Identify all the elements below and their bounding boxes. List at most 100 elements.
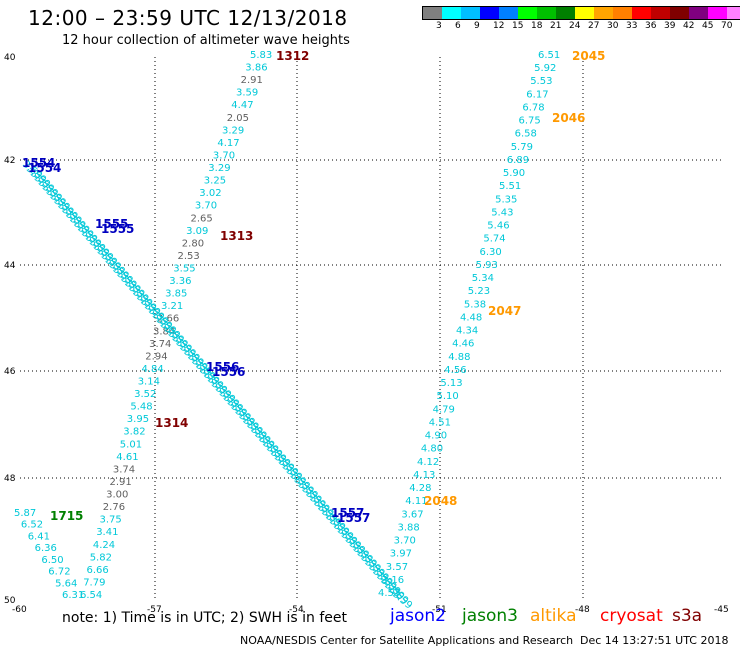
swh-value: 2.53	[178, 251, 200, 262]
track-number-label: 1313	[220, 229, 253, 243]
swh-value: 3.74	[149, 339, 171, 350]
scale-label: 45	[702, 21, 714, 31]
swh-value: 6.31	[62, 590, 84, 601]
swh-value: 3.52	[134, 389, 156, 400]
scale-swatch	[480, 7, 499, 19]
scale-swatch	[442, 7, 461, 19]
latitude-label: 44	[4, 261, 16, 271]
longitude-label: -51	[432, 605, 447, 615]
swh-value: 4.88	[448, 352, 470, 363]
swh-value: 4.11	[405, 496, 427, 507]
swh-value: 4.56	[444, 365, 466, 376]
swh-value: 3.59	[236, 88, 258, 99]
chart-title: 12:00 – 23:59 UTC 12/13/2018	[28, 6, 348, 30]
scale-swatch	[575, 7, 594, 19]
longitude-label: -45	[714, 605, 729, 615]
swh-value: 5.23	[468, 286, 490, 297]
track-number-label: 1557	[337, 511, 370, 525]
scale-swatch	[423, 7, 442, 19]
swh-value: 5.34	[472, 273, 494, 284]
scale-label: 27	[588, 21, 600, 31]
color-scale-swatches	[422, 6, 740, 20]
swh-value: 5.10	[437, 391, 459, 402]
satellite-legend-altika: altika	[530, 606, 577, 626]
swh-value: 3.70	[213, 151, 235, 162]
scale-label: 24	[569, 21, 581, 31]
scale-swatch	[613, 7, 632, 19]
scale-label: 70	[721, 21, 733, 31]
latitude-label: 50	[4, 596, 16, 606]
swh-value: 3.55	[173, 264, 195, 275]
swh-value: 2.80	[182, 238, 204, 249]
swh-value: 3.82	[123, 427, 145, 438]
track-number-label: 1555	[95, 217, 128, 231]
track-number-label: 1554	[28, 161, 61, 175]
swh-value: 3.00	[106, 490, 128, 501]
swh-value: 6.50	[41, 555, 63, 566]
swh-value: 6.89	[507, 155, 529, 166]
scale-label: 42	[683, 21, 695, 31]
latitude-label: 48	[4, 474, 16, 484]
swh-value: 6.78	[522, 103, 544, 114]
swh-value: 3.86	[245, 63, 267, 74]
scale-swatch	[461, 7, 480, 19]
swh-value: 6.52	[21, 520, 43, 531]
swh-value: 5.51	[499, 181, 521, 192]
scale-label: 15	[512, 21, 524, 31]
scale-label: 39	[664, 21, 676, 31]
swh-value: 2.91	[110, 477, 132, 488]
satellite-legend-s3a: s3a	[672, 606, 703, 626]
swh-value: 3.70	[195, 201, 217, 212]
chart-subtitle: 12 hour collection of altimeter wave hei…	[62, 33, 350, 48]
swh-value: 2.66	[157, 314, 179, 325]
swh-value: 4.47	[231, 100, 253, 111]
swh-value: 3.85	[165, 289, 187, 300]
swh-value: 5.38	[464, 299, 486, 310]
scale-label: 9	[474, 21, 480, 31]
units-note: note: 1) Time is in UTC; 2) SWH is in fe…	[62, 610, 348, 626]
scale-label: 6	[455, 21, 461, 31]
swh-value: 5.93	[476, 260, 498, 271]
satellite-legend-jason3: jason3	[462, 606, 518, 626]
swh-value: 3.95	[127, 414, 149, 425]
swh-value: 5.64	[55, 578, 77, 589]
swh-value: 4.12	[417, 457, 439, 468]
swh-value: 6.58	[515, 129, 537, 140]
swh-value: 6.66	[87, 565, 109, 576]
scale-swatch	[670, 7, 689, 19]
swh-value: 3.74	[113, 464, 135, 475]
longitude-label: -48	[575, 605, 590, 615]
latitude-label: 42	[4, 156, 15, 166]
scale-swatch	[727, 7, 740, 19]
swh-value: 6.36	[35, 543, 57, 554]
swh-value: 6.51	[538, 50, 560, 61]
track-number-label: 1557	[331, 506, 364, 520]
swh-value: 5.74	[483, 234, 505, 245]
latitude-label: 40	[4, 53, 16, 63]
wave-height-points: 5.833.862.913.594.472.053.294.173.703.29…	[14, 50, 560, 612]
track-number-label: 1554	[22, 156, 55, 170]
swh-value: 6.30	[480, 247, 502, 258]
swh-value: 4.24	[93, 540, 115, 551]
swh-value: 5.90	[503, 168, 525, 179]
swh-value: 7.79	[83, 577, 105, 588]
map-grid	[20, 57, 722, 600]
swh-value: 3.14	[138, 377, 160, 388]
scale-swatch	[499, 7, 518, 19]
swh-value: 4.13	[413, 470, 435, 481]
swh-value: 4.51	[429, 417, 451, 428]
swh-value: 3.16	[382, 575, 404, 586]
scale-label: 36	[645, 21, 657, 31]
swh-value: 4.34	[456, 326, 478, 337]
swh-value: 5.13	[440, 378, 462, 389]
swh-value: 3.41	[96, 527, 118, 538]
scale-swatch	[708, 7, 727, 19]
map-axes: -60 -57 -54 -51 -48 -45 40 42 44 46 48 50	[4, 53, 729, 615]
scale-label: 3	[436, 21, 442, 31]
track-number-label: 1555	[101, 222, 134, 236]
swh-value: 6.72	[48, 567, 70, 578]
swh-value: 4.46	[452, 339, 474, 350]
swh-value: 3.70	[394, 536, 416, 547]
longitude-label: -57	[147, 605, 162, 615]
swh-value: 5.43	[491, 208, 513, 219]
